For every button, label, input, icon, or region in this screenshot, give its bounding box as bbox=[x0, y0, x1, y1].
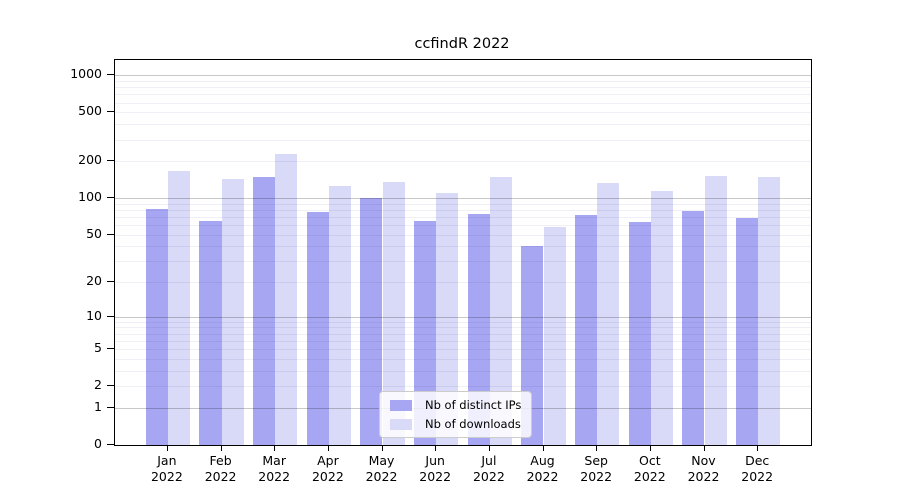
bar-distinct-ips-mar bbox=[252, 177, 276, 445]
x-tick-label-nov: Nov 2022 bbox=[687, 453, 720, 484]
x-tick-may bbox=[381, 445, 383, 451]
x-tick-apr bbox=[327, 445, 330, 451]
legend-label-downloads: Nb of downloads bbox=[425, 417, 521, 431]
y-tick-20 bbox=[107, 281, 114, 283]
y-tick-100 bbox=[107, 197, 114, 199]
bar-distinct-ips-sep bbox=[574, 215, 598, 445]
bar-downloads-jul bbox=[489, 176, 513, 445]
bar-downloads-apr bbox=[328, 185, 352, 445]
y-tick-5 bbox=[107, 348, 114, 350]
bar-distinct-ips-dec bbox=[735, 218, 759, 445]
legend-item-distinct-ips: Nb of distinct IPs bbox=[390, 398, 521, 412]
y-tick-500 bbox=[107, 111, 114, 113]
legend-swatch-downloads bbox=[390, 418, 412, 430]
x-tick-label-oct: Oct 2022 bbox=[633, 453, 666, 484]
x-tick-label-apr: Apr 2022 bbox=[311, 453, 344, 484]
x-tick-label-jan: Jan 2022 bbox=[150, 453, 183, 484]
x-tick-label-jun: Jun 2022 bbox=[419, 453, 452, 484]
x-tick-nov bbox=[703, 445, 705, 451]
y-tick-200 bbox=[107, 160, 114, 162]
legend-label-distinct-ips: Nb of distinct IPs bbox=[425, 398, 522, 412]
x-tick-label-feb: Feb 2022 bbox=[204, 453, 237, 484]
bar-distinct-ips-apr bbox=[306, 211, 329, 445]
y-tick-10 bbox=[107, 315, 114, 317]
legend-item-downloads: Nb of downloads bbox=[390, 417, 521, 431]
y-tick-0 bbox=[107, 444, 114, 446]
y-tick-label-1000: 1000 bbox=[70, 66, 102, 82]
y-tick-50 bbox=[107, 233, 114, 235]
bar-distinct-ips-nov bbox=[682, 210, 705, 445]
x-tick-jun bbox=[435, 445, 437, 451]
x-tick-jan bbox=[166, 445, 169, 451]
bar-downloads-sep bbox=[597, 182, 620, 445]
x-tick-oct bbox=[649, 445, 651, 451]
bar-downloads-feb bbox=[221, 179, 244, 445]
bar-distinct-ips-jul bbox=[467, 213, 490, 445]
x-tick-label-dec: Dec 2022 bbox=[741, 453, 774, 484]
bar-downloads-jun bbox=[436, 192, 459, 445]
y-tick-label-50: 50 bbox=[86, 225, 102, 241]
bar-downloads-oct bbox=[650, 190, 674, 445]
y-tick-label-100: 100 bbox=[78, 189, 102, 204]
bar-distinct-ips-jun bbox=[413, 220, 437, 445]
x-tick-label-mar: Mar 2022 bbox=[258, 453, 291, 484]
x-tick-label-aug: Aug 2022 bbox=[526, 453, 559, 484]
bar-downloads-mar bbox=[275, 154, 298, 445]
legend-swatch-distinct-ips bbox=[390, 399, 412, 411]
x-tick-jul bbox=[488, 445, 491, 451]
y-tick-label-20: 20 bbox=[86, 273, 102, 289]
y-tick-label-200: 200 bbox=[78, 152, 102, 168]
y-tick-2 bbox=[107, 385, 114, 387]
y-tick-label-500: 500 bbox=[78, 103, 102, 119]
bar-downloads-dec bbox=[758, 176, 781, 445]
bar-downloads-jan bbox=[167, 171, 191, 445]
bar-distinct-ips-jan bbox=[145, 208, 168, 445]
x-tick-feb bbox=[220, 445, 222, 451]
bars-layer bbox=[115, 60, 811, 445]
x-tick-label-jul: Jul 2022 bbox=[472, 453, 505, 484]
bar-downloads-may bbox=[382, 182, 405, 445]
chart-title: ccfindR 2022 bbox=[414, 36, 510, 52]
y-tick-1000 bbox=[107, 74, 114, 76]
bar-downloads-aug bbox=[543, 226, 566, 445]
x-tick-label-sep: Sep 2022 bbox=[580, 453, 613, 484]
plot-area: Nb of distinct IPs Nb of downloads bbox=[114, 59, 812, 446]
legend: Nb of distinct IPs Nb of downloads bbox=[379, 391, 533, 438]
bar-distinct-ips-feb bbox=[199, 220, 222, 445]
bar-distinct-ips-oct bbox=[628, 221, 651, 445]
x-tick-aug bbox=[542, 445, 544, 451]
x-tick-mar bbox=[274, 445, 276, 451]
x-tick-dec bbox=[757, 445, 759, 451]
bar-downloads-nov bbox=[704, 176, 727, 445]
y-tick-label-10: 10 bbox=[86, 307, 102, 323]
y-tick-label-2: 2 bbox=[94, 377, 102, 393]
x-tick-sep bbox=[596, 445, 598, 451]
y-tick-1 bbox=[107, 406, 114, 409]
y-tick-label-0: 0 bbox=[94, 436, 102, 451]
y-tick-label-1: 1 bbox=[94, 398, 102, 414]
bar-distinct-ips-may bbox=[360, 198, 383, 445]
y-tick-label-5: 5 bbox=[94, 340, 102, 356]
x-tick-label-may: May 2022 bbox=[365, 453, 398, 484]
